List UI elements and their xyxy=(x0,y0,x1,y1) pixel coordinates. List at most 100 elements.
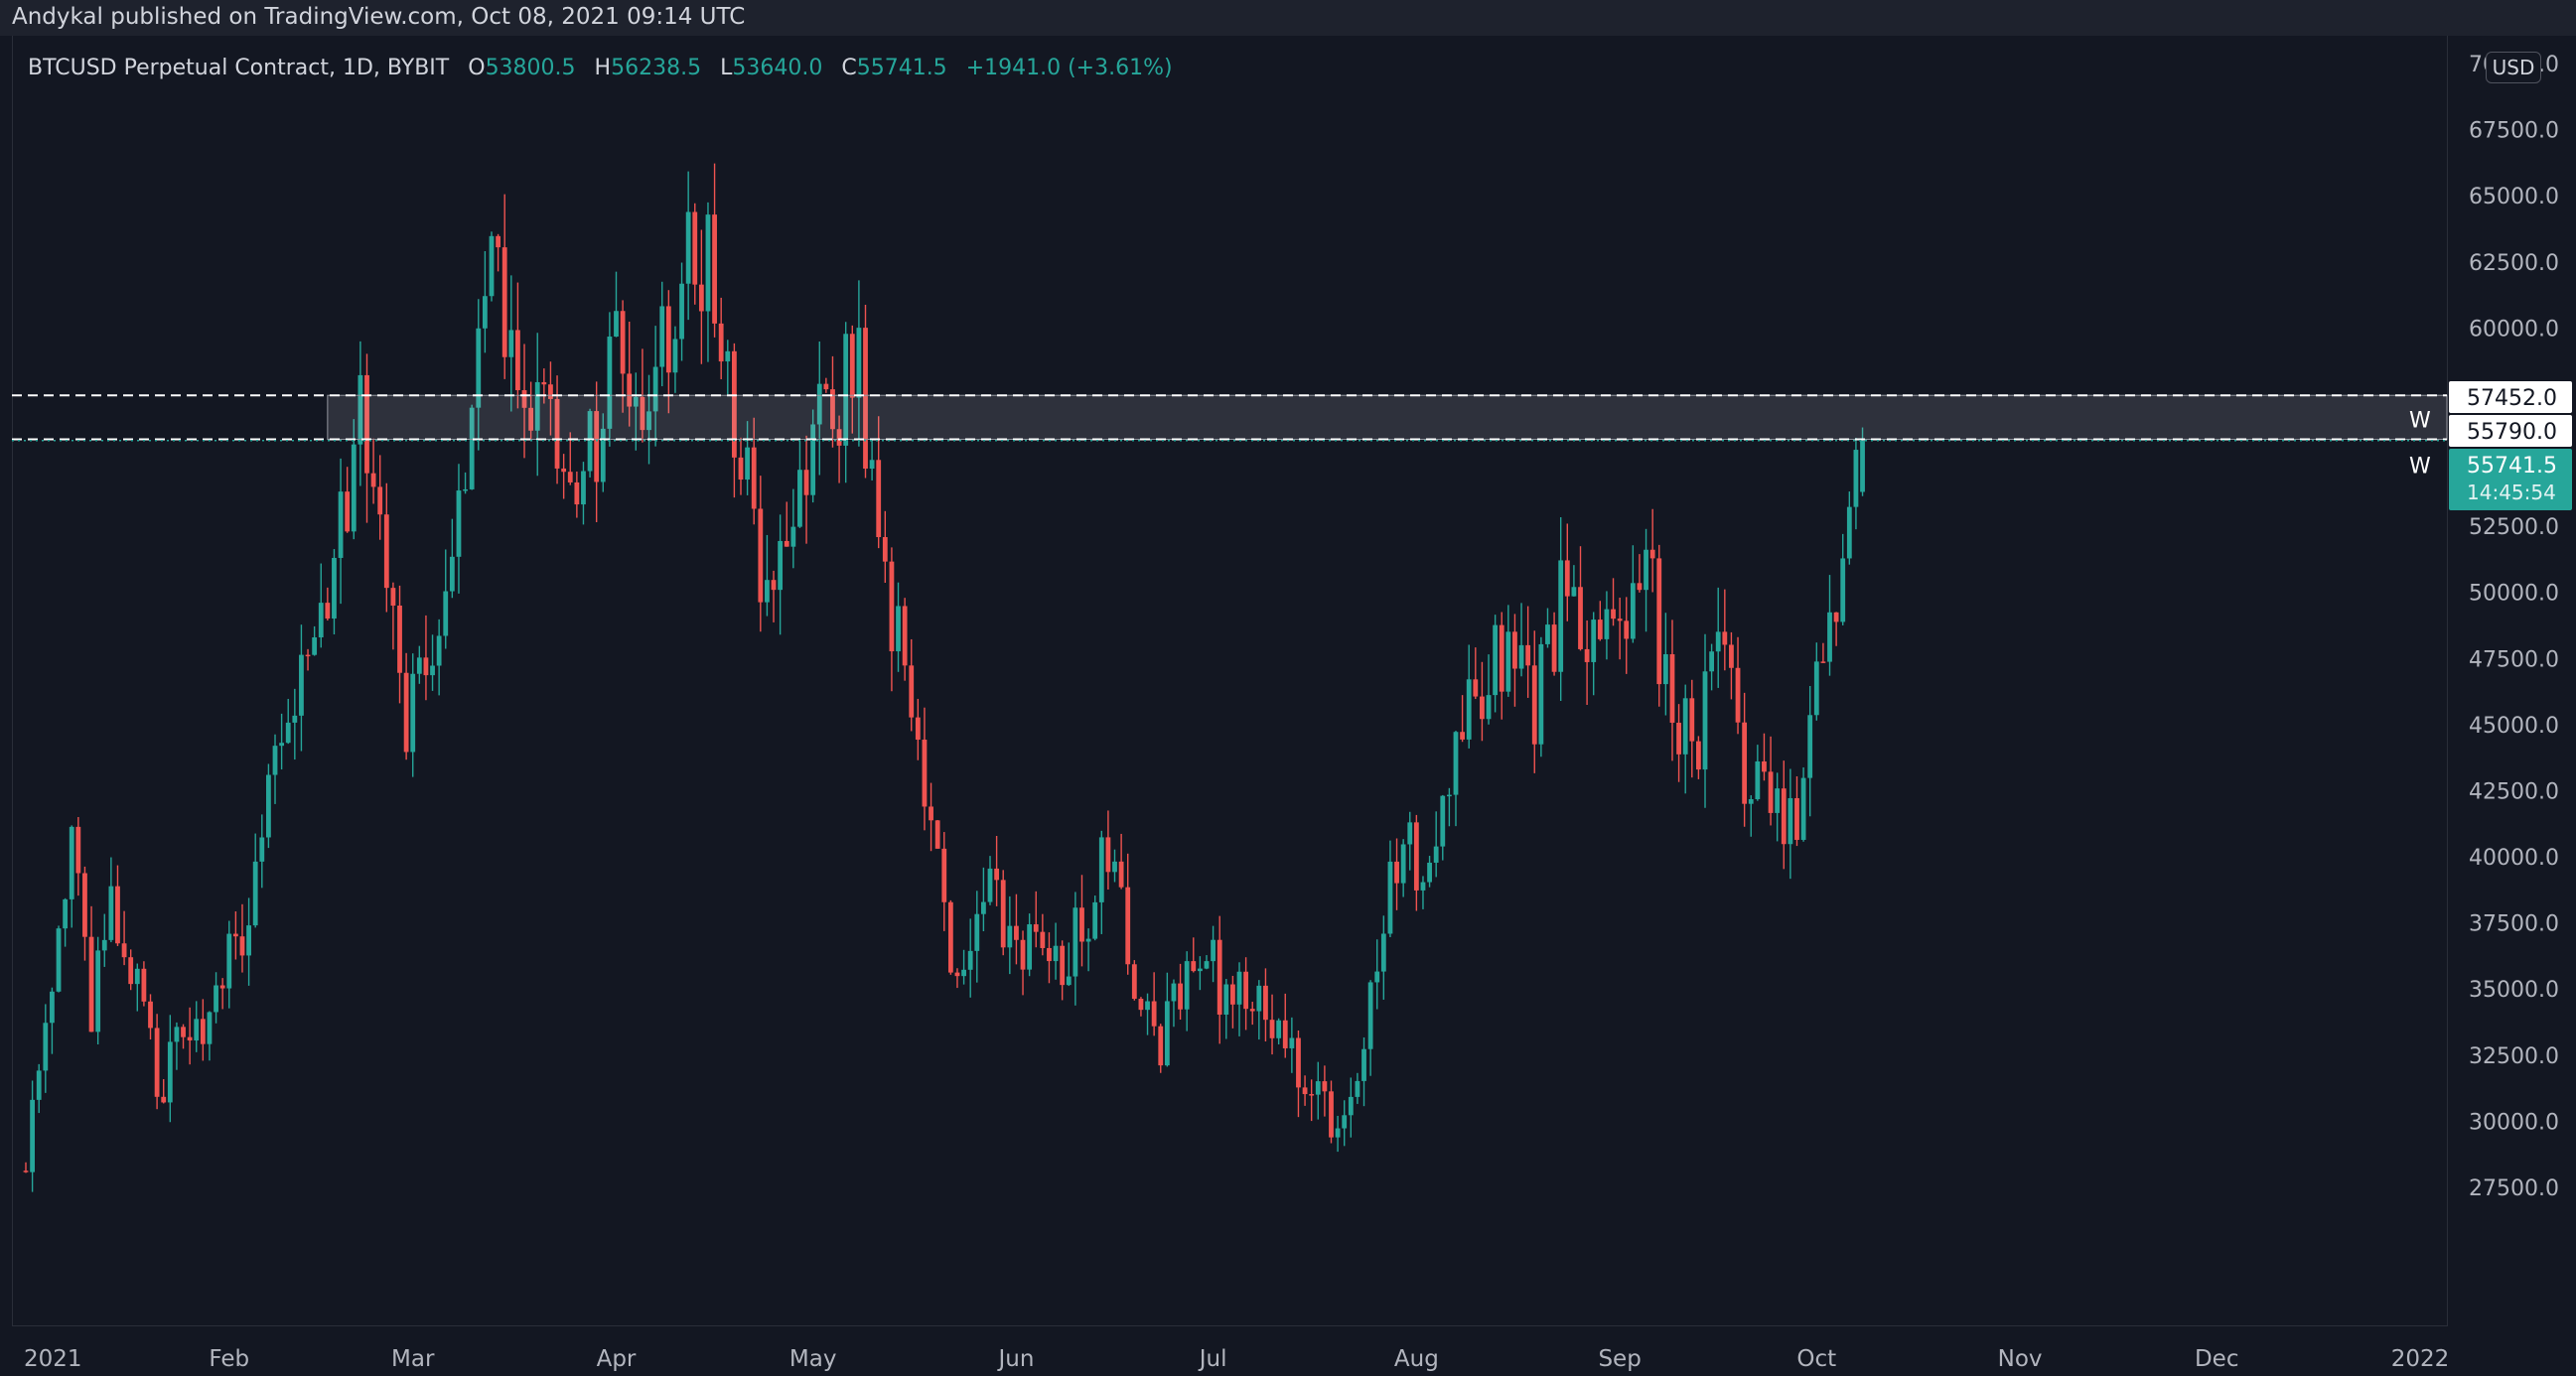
candle-body xyxy=(849,334,855,398)
candle-body xyxy=(1860,440,1865,492)
candle-body xyxy=(416,657,422,674)
candle-body xyxy=(1374,971,1380,983)
candle-body xyxy=(1460,732,1465,740)
candle-body xyxy=(1794,797,1799,840)
candle-body xyxy=(345,491,351,532)
candle-body xyxy=(1407,822,1413,845)
candle-body xyxy=(1151,1001,1157,1027)
candle-body xyxy=(449,556,455,592)
candle-body xyxy=(88,936,94,1032)
last-price-box xyxy=(2449,449,2572,510)
candle-body xyxy=(36,1070,42,1100)
candle-body xyxy=(1204,961,1210,969)
price-tick-label: 67500.0 xyxy=(2469,119,2559,144)
candle-body xyxy=(1486,695,1492,720)
candle-body xyxy=(1131,964,1137,1000)
candle-body xyxy=(765,580,770,603)
candle-body xyxy=(889,561,895,652)
candle-body xyxy=(1466,679,1472,740)
candle-body xyxy=(1644,549,1648,591)
candle-body xyxy=(101,939,107,951)
candle-body xyxy=(1480,696,1485,720)
candle-body xyxy=(954,972,960,977)
candle-body xyxy=(272,746,278,775)
high-label: H xyxy=(594,56,612,80)
time-tick-label: 2022 xyxy=(2391,1346,2450,1372)
candle-body xyxy=(1276,1020,1282,1038)
candle-body xyxy=(430,665,435,676)
candle-body xyxy=(1211,939,1216,962)
candle-body xyxy=(941,848,947,902)
candle-body xyxy=(476,328,482,408)
price-labels: 57452.0 55790.0 55741.514:45:54 xyxy=(2449,381,2572,510)
candle-body xyxy=(633,396,639,407)
candle-body xyxy=(1518,644,1524,669)
time-axis: 2021 Feb Mar Apr May Jun Jul Aug Sep Oct Nov Dec 202… xyxy=(24,1346,2449,1372)
candle-body xyxy=(692,211,698,285)
candle-body xyxy=(23,1170,29,1172)
time-tick-label: Jun xyxy=(996,1346,1034,1372)
candle-body xyxy=(698,284,704,312)
currency-button[interactable]: USD xyxy=(2486,52,2541,83)
candle-body xyxy=(876,460,882,537)
candle-body xyxy=(1433,846,1439,863)
candle-body xyxy=(1505,631,1511,692)
candle-body xyxy=(200,1019,206,1044)
candle-body xyxy=(1342,1115,1348,1129)
candle-body xyxy=(1853,450,1859,507)
candle-body xyxy=(1216,939,1222,1015)
close-label: C xyxy=(841,56,857,80)
candle-body xyxy=(567,472,573,482)
candle-body xyxy=(843,334,849,446)
candle-body xyxy=(705,214,711,312)
candle-body xyxy=(207,1012,213,1044)
candle-body xyxy=(1827,612,1832,662)
candle-body xyxy=(1413,822,1419,891)
candle-body xyxy=(679,283,684,340)
candle-body xyxy=(383,514,389,589)
candle-body xyxy=(1617,619,1623,621)
candle-body xyxy=(1387,861,1393,934)
candle-body xyxy=(252,861,258,926)
last-price-label: 55741.5 xyxy=(2467,454,2557,479)
candle-body xyxy=(1578,587,1583,649)
change-value: +1941.0 (+3.61%) xyxy=(965,56,1173,80)
candle-body xyxy=(1047,947,1052,962)
candle-body xyxy=(981,901,986,914)
candle-body xyxy=(1348,1096,1354,1116)
candle-body xyxy=(1236,971,1242,1005)
candle-body xyxy=(581,471,586,505)
candle-body xyxy=(1171,983,1177,1002)
candle-body xyxy=(1755,760,1761,799)
candle-body xyxy=(463,488,468,491)
candle-body xyxy=(1558,560,1564,672)
candle-body xyxy=(1689,698,1695,742)
overlay-layer: WW xyxy=(12,394,2448,479)
candle-body xyxy=(1007,925,1013,948)
candle-body xyxy=(1591,619,1597,662)
candle-body xyxy=(161,1096,167,1103)
candle-body xyxy=(1158,1026,1164,1066)
candle-body xyxy=(823,383,829,390)
resistance-zone xyxy=(327,394,2448,440)
candle-body xyxy=(443,591,449,636)
time-tick-label: Feb xyxy=(209,1346,249,1372)
candle-body xyxy=(121,943,127,958)
candle-body xyxy=(1584,648,1590,662)
candle-body xyxy=(1380,933,1386,972)
candle-body xyxy=(947,901,953,973)
candle-body xyxy=(725,350,731,362)
candle-body xyxy=(181,1027,186,1037)
candle-body xyxy=(561,468,567,473)
candle-body xyxy=(456,490,462,557)
candle-body xyxy=(1702,671,1708,770)
candle-body xyxy=(1597,619,1603,639)
plot-frame xyxy=(12,36,2448,1326)
candle-body xyxy=(863,328,868,470)
price-tick-label: 52500.0 xyxy=(2469,515,2559,540)
candle-body xyxy=(1611,609,1616,619)
candle-body xyxy=(95,950,101,1032)
candle-body xyxy=(1355,1080,1360,1097)
candle-body xyxy=(1735,667,1741,723)
